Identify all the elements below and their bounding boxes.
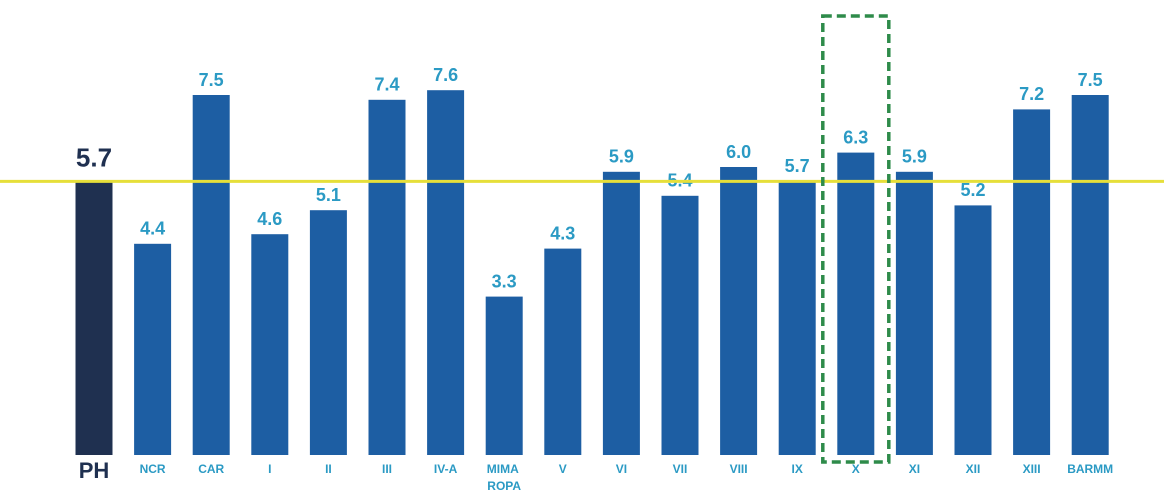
x-tick-label: III: [382, 462, 392, 476]
data-label: 7.6: [433, 65, 458, 85]
x-tick-label: VIII: [730, 462, 748, 476]
bar: [954, 205, 992, 455]
bar: [192, 95, 230, 455]
data-label: 5.7: [76, 142, 112, 172]
data-label: 7.5: [199, 70, 224, 90]
highlight-box: [821, 14, 891, 464]
data-label: 4.4: [140, 219, 165, 239]
bar: [1013, 109, 1051, 456]
bar: [544, 248, 582, 455]
data-label: 5.1: [316, 185, 341, 205]
x-tick-label: XII: [966, 462, 981, 476]
bar: [837, 152, 875, 455]
x-tick-label: MIMA ROPA: [487, 462, 522, 493]
bar: [778, 181, 816, 455]
data-label: 7.4: [374, 75, 399, 95]
x-tick-label: BARMM: [1067, 462, 1113, 476]
bar: [134, 243, 172, 455]
bar: [485, 296, 523, 455]
data-label: 5.9: [902, 147, 927, 167]
x-tick-label: CAR: [198, 462, 224, 476]
data-label: 5.9: [609, 147, 634, 167]
data-label: 5.7: [785, 156, 810, 176]
data-label: 5.2: [960, 180, 985, 200]
x-tick-label: VI: [616, 462, 627, 476]
bar: [661, 195, 699, 456]
x-tick-label: V: [559, 462, 567, 476]
x-tick-label: XIII: [1023, 462, 1041, 476]
data-label: 7.2: [1019, 84, 1044, 104]
x-tick-label: IX: [792, 462, 803, 476]
x-tick-label: PH: [79, 458, 110, 483]
data-label: 6.0: [726, 142, 751, 162]
bar: [720, 167, 758, 455]
bar: [427, 90, 465, 455]
data-label: 6.3: [843, 127, 868, 147]
x-tick-label: X: [852, 462, 860, 476]
x-tick-label: I: [268, 462, 271, 476]
data-label: 4.3: [550, 223, 575, 243]
x-tick-label: IV-A: [434, 462, 458, 476]
x-tick-label: VII: [673, 462, 688, 476]
x-tick-label: II: [325, 462, 332, 476]
bar: [895, 171, 933, 456]
bar: [368, 99, 406, 456]
bar: [602, 171, 640, 456]
data-label: 7.5: [1078, 70, 1103, 90]
data-label: 4.6: [257, 209, 282, 229]
bar: [75, 181, 113, 455]
bar: [309, 210, 347, 455]
bar: [1071, 95, 1109, 455]
data-label: 3.3: [492, 271, 517, 291]
x-tick-label: XI: [909, 462, 920, 476]
bar: [251, 234, 289, 455]
x-tick-label: NCR: [140, 462, 166, 476]
